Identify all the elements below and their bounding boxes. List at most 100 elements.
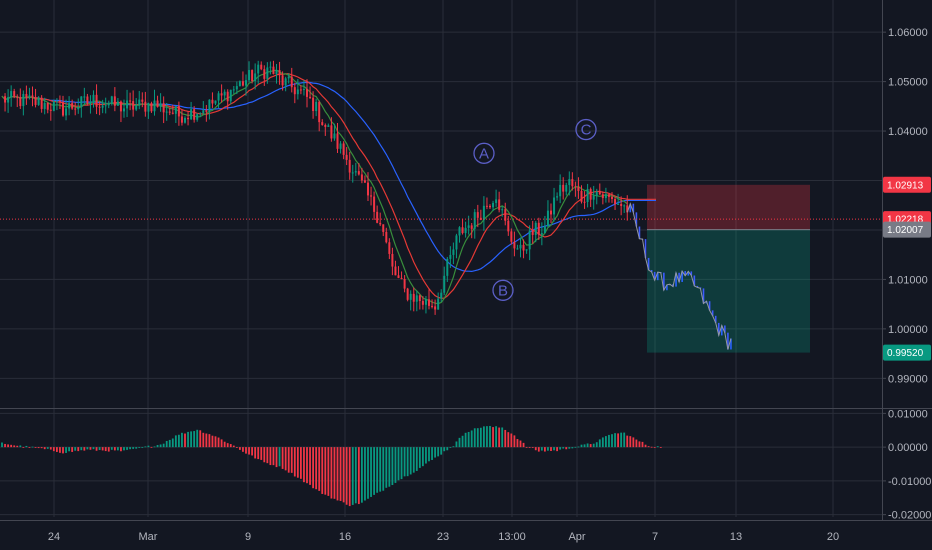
candle-body — [241, 81, 244, 86]
candle-body — [46, 102, 49, 110]
histogram-bar — [483, 426, 485, 448]
histogram-bar — [120, 447, 122, 452]
histogram-bar — [339, 447, 342, 501]
histogram-bar — [354, 447, 357, 504]
wave-label-b[interactable]: B — [498, 282, 508, 299]
candle-body — [342, 143, 345, 155]
histogram-bar — [330, 447, 333, 499]
wave-label-circle[interactable] — [492, 279, 514, 301]
time-axis[interactable]: 24 Mar 9 16 23 13:00 Apr 7 13 20 — [48, 531, 839, 543]
candle-body — [498, 199, 501, 210]
candle-body — [62, 102, 64, 116]
candle-body — [302, 89, 305, 91]
candle-body — [43, 102, 46, 109]
projection-candle — [632, 203, 635, 213]
candle-body — [68, 103, 71, 109]
histogram-bar — [303, 447, 305, 483]
projection-candle — [666, 284, 668, 291]
candle-body — [144, 101, 147, 112]
histogram-bar — [65, 447, 67, 453]
histogram-bar — [507, 432, 510, 448]
price-tick-label: 1.00000 — [888, 324, 928, 336]
candle-body — [269, 66, 272, 68]
histogram-bar — [592, 443, 595, 448]
price-tick-label: 1.05000 — [888, 77, 928, 89]
histogram-bar — [379, 447, 382, 492]
candle-body — [49, 109, 52, 111]
histogram-bar — [147, 445, 150, 448]
histogram-bar — [333, 447, 336, 499]
elliott-wave-labels[interactable]: A B C — [473, 118, 597, 301]
candle-body — [348, 159, 351, 173]
candle-body — [601, 194, 604, 199]
candle-body — [138, 99, 141, 106]
candle-body — [397, 275, 400, 278]
histogram-bar — [418, 447, 421, 468]
candle-body — [592, 195, 595, 200]
candle-body — [574, 186, 577, 188]
histogram-bar — [644, 444, 647, 448]
histogram-bar — [479, 427, 482, 448]
projection-candle — [717, 322, 720, 336]
histogram-bar — [214, 436, 217, 448]
histogram-bar — [315, 447, 318, 490]
histogram-bar — [217, 437, 220, 448]
candle-body — [562, 184, 565, 192]
histogram-bar — [583, 444, 586, 448]
histogram-bar — [629, 436, 632, 448]
histogram-bar — [455, 441, 458, 448]
histogram-bar — [190, 431, 192, 448]
histogram-bar — [235, 447, 238, 448]
histogram-bar — [141, 447, 144, 448]
time-tick-label: Apr — [568, 531, 585, 543]
wave-label-circle[interactable] — [473, 142, 495, 164]
histogram-bar — [434, 447, 436, 458]
take-profit-zone[interactable] — [647, 229, 810, 353]
histogram-bar — [296, 447, 299, 478]
histogram-bar — [568, 447, 571, 449]
histogram-bar — [56, 447, 58, 452]
histogram-bar — [617, 433, 619, 448]
candle-body — [485, 205, 488, 207]
candle-body — [25, 94, 28, 98]
wave-label-c[interactable]: C — [581, 122, 592, 139]
candle-body — [31, 95, 34, 98]
wave-label-circle[interactable] — [575, 118, 597, 141]
candle-body — [299, 89, 302, 91]
histogram-bar — [89, 447, 92, 450]
histogram-bar — [415, 447, 418, 471]
histogram-bar — [309, 447, 311, 485]
time-tick-label: 23 — [437, 531, 449, 543]
candle-body — [16, 96, 19, 98]
projection-candle — [684, 271, 686, 276]
candle-body — [571, 179, 574, 187]
projection-candle — [724, 325, 726, 333]
histogram-bar — [385, 447, 388, 488]
candle-body — [327, 125, 330, 127]
candle-body — [458, 227, 461, 236]
histogram-bar — [40, 447, 43, 449]
histogram-bar — [123, 447, 125, 451]
candle-body — [516, 248, 519, 250]
histogram-bar — [406, 447, 409, 477]
histogram-bar — [458, 437, 461, 448]
price-axis[interactable]: 1.060001.050001.040001.030001.020001.010… — [882, 27, 928, 385]
candle-body — [135, 105, 138, 110]
histogram-bar — [501, 427, 504, 448]
histogram-bar — [211, 435, 214, 448]
grid-lines — [0, 0, 882, 517]
candle-body — [168, 111, 171, 113]
candle-body — [501, 209, 504, 211]
short-position-tool[interactable] — [647, 184, 810, 353]
histogram-bar — [449, 447, 452, 448]
projection-candle — [644, 239, 647, 258]
histogram-bar — [574, 446, 577, 448]
indicator-axis[interactable]: 0.01000 0.00000 -0.01000 -0.02000 — [882, 408, 931, 522]
candle-body — [565, 185, 568, 192]
histogram-bar — [605, 436, 607, 448]
wave-label-a[interactable]: A — [479, 145, 489, 162]
histogram-bar — [510, 433, 513, 448]
stop-loss-zone[interactable] — [647, 184, 810, 230]
projection-candle — [663, 272, 665, 291]
